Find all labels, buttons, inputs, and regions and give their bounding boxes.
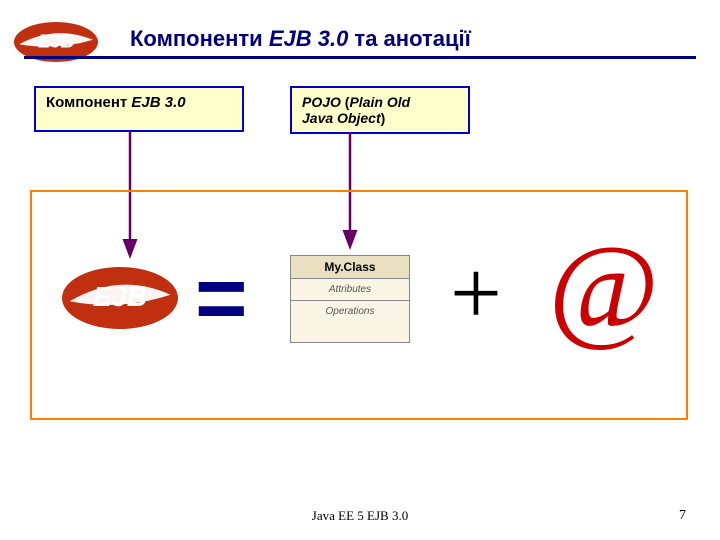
class-attributes: Attributes — [291, 279, 409, 301]
pojo-box: POJO (Plain Old Java Object) — [290, 86, 470, 134]
component-box: Компонент EJB 3.0 — [34, 86, 244, 132]
class-diagram: My.Class Attributes Operations — [290, 255, 410, 343]
class-operations: Operations — [291, 301, 409, 322]
equals-sign: = — [195, 248, 248, 351]
plus-sign: + — [450, 240, 502, 346]
page-number: 7 — [679, 508, 686, 524]
ejb-logo-big: EJB — [60, 265, 180, 331]
svg-text:EJB: EJB — [38, 30, 74, 51]
page-title: Компоненти EJB 3.0 та анотації — [130, 26, 700, 52]
svg-text:EJB: EJB — [93, 281, 147, 312]
class-header: My.Class — [291, 256, 409, 279]
footer: Java EE 5 EJB 3.0 — [0, 508, 720, 524]
at-annotation: @ — [548, 218, 658, 356]
slide: EJB Компоненти EJB 3.0 та анотації Компо… — [0, 0, 720, 540]
divider — [24, 56, 696, 59]
